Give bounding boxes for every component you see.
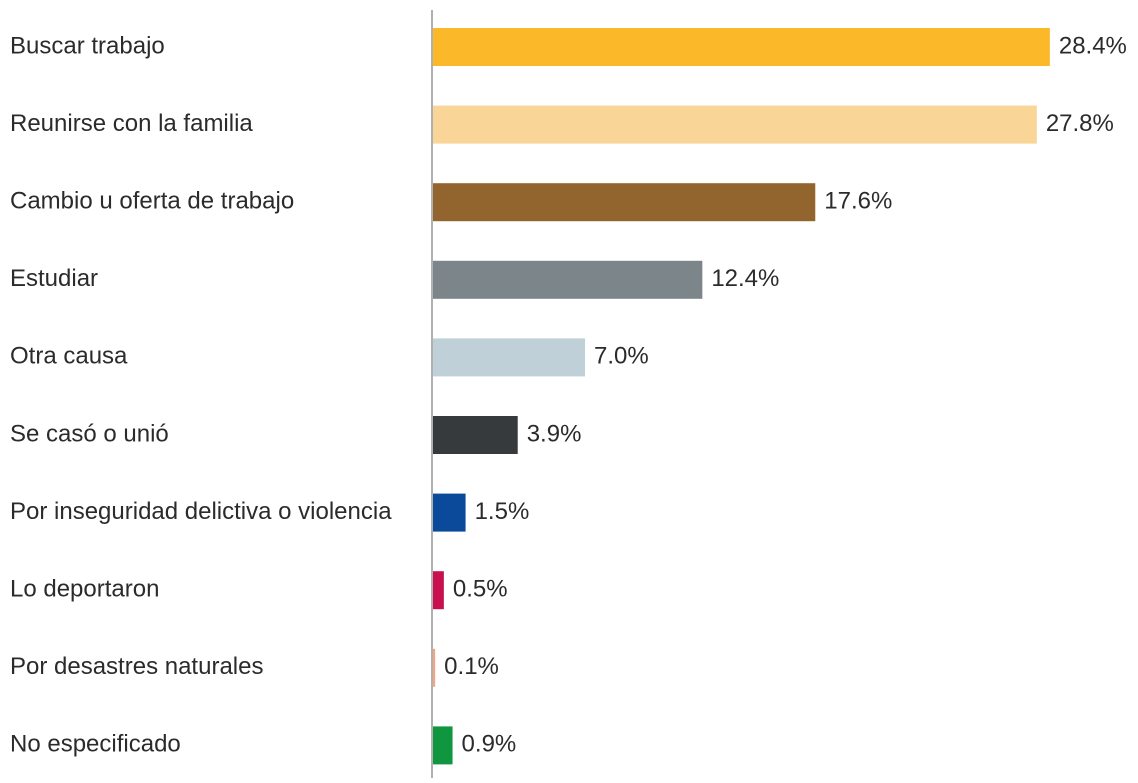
bar — [433, 105, 1037, 144]
value-label: 1.5% — [475, 498, 530, 525]
value-label: 0.9% — [462, 731, 517, 758]
bar — [433, 493, 466, 532]
bar — [433, 28, 1050, 66]
bar — [433, 648, 436, 687]
category-label: Buscar trabajo — [10, 32, 165, 59]
value-label: 17.6% — [824, 188, 892, 215]
labels-group: Buscar trabajo 28.4% Reunirse con la famil… — [10, 32, 1127, 757]
category-label: Se casó o unió — [10, 420, 169, 447]
category-label: No especificado — [10, 731, 181, 758]
bar — [433, 726, 453, 765]
bars-group — [433, 28, 1050, 765]
value-label: 0.5% — [453, 576, 508, 603]
bar — [433, 571, 444, 610]
category-label: Por inseguridad delictiva o violencia — [10, 498, 392, 525]
category-label: Reunirse con la familia — [10, 110, 253, 137]
bar — [433, 416, 518, 454]
bar — [433, 338, 586, 377]
value-label: 0.1% — [444, 653, 499, 680]
category-label: Estudiar — [10, 265, 98, 292]
bar — [433, 260, 703, 299]
category-label: Por desastres naturales — [10, 653, 263, 680]
category-label: Cambio u oferta de trabajo — [10, 188, 294, 215]
category-label: Otra causa — [10, 343, 128, 370]
value-label: 7.0% — [594, 343, 649, 370]
value-label: 27.8% — [1046, 110, 1114, 137]
value-label: 3.9% — [527, 420, 582, 447]
bar — [433, 183, 816, 222]
value-label: 28.4% — [1059, 32, 1127, 59]
category-label: Lo deportaron — [10, 576, 159, 603]
value-label: 12.4% — [711, 265, 779, 292]
